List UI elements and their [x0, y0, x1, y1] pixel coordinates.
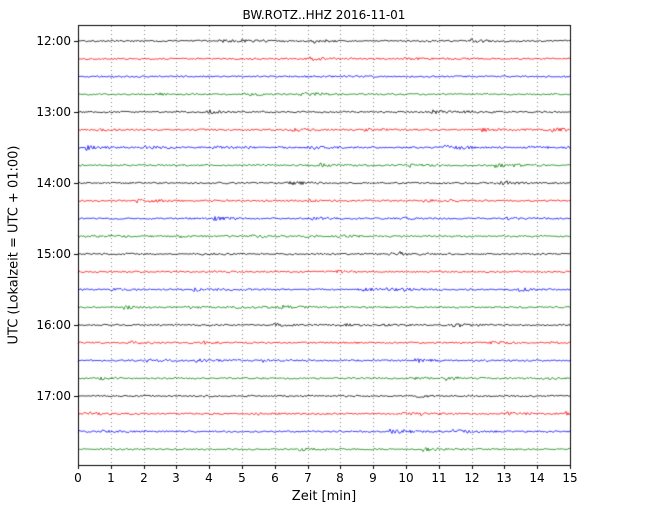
- y-tick-label: 15:00: [36, 246, 71, 261]
- y-tick-label: 16:00: [36, 317, 71, 332]
- x-tick-label: 9: [369, 471, 377, 485]
- y-tick-label: 17:00: [36, 388, 71, 403]
- x-tick-label: 6: [271, 471, 279, 485]
- x-tick-label: 7: [304, 471, 312, 485]
- x-tick-label: 15: [562, 471, 578, 485]
- x-tick-label: 14: [529, 471, 545, 485]
- x-tick-label: 11: [431, 471, 447, 485]
- x-tick-label: 0: [74, 471, 82, 485]
- x-tick-label: 8: [336, 471, 344, 485]
- x-tick-label: 10: [398, 471, 414, 485]
- x-tick-label: 2: [140, 471, 148, 485]
- x-tick-label: 1: [107, 471, 115, 485]
- x-axis-label: Zeit [min]: [291, 489, 357, 504]
- x-tick-label: 12: [464, 471, 480, 485]
- x-tick-label: 4: [205, 471, 213, 485]
- y-tick-label: 13:00: [36, 104, 71, 119]
- y-tick-label: 14:00: [36, 175, 71, 190]
- y-axis-label: UTC (Lokalzeit = UTC + 01:00): [6, 145, 22, 345]
- chart-title: BW.ROTZ..HHZ 2016-11-01: [242, 8, 406, 22]
- x-tick-label: 3: [172, 471, 180, 485]
- y-tick-label: 12:00: [36, 33, 71, 48]
- x-tick-label: 13: [496, 471, 512, 485]
- x-tick-label: 5: [238, 471, 246, 485]
